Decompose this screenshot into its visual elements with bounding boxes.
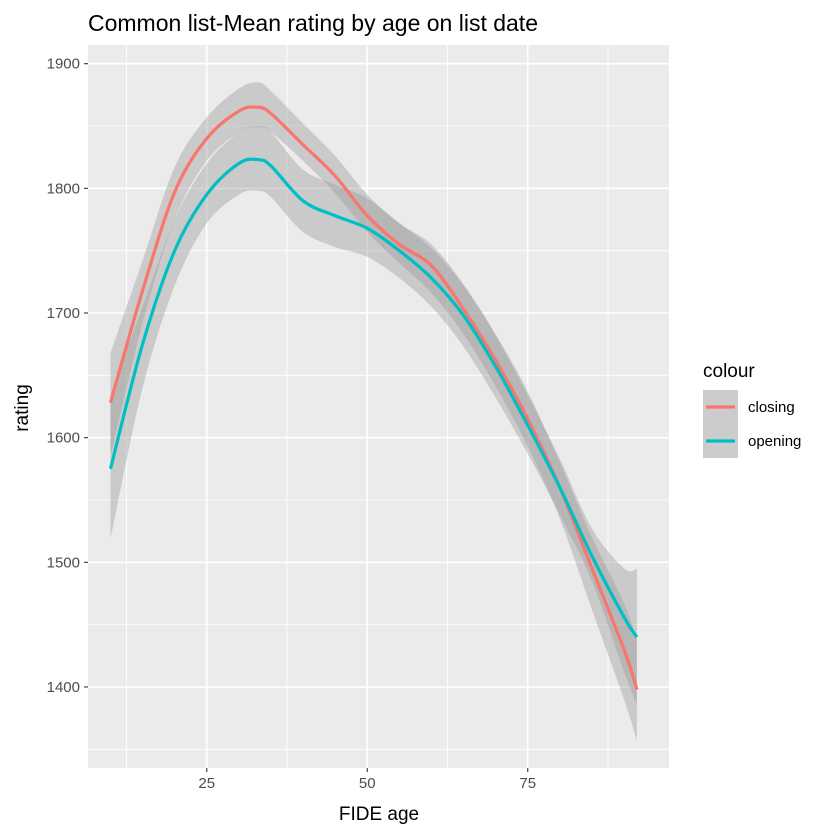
- legend-label-opening: opening: [748, 433, 801, 450]
- x-axis-title: FIDE age: [339, 804, 419, 825]
- confidence-ribbon-closing: [110, 82, 637, 741]
- chart-title: Common list-Mean rating by age on list d…: [88, 10, 538, 36]
- y-tick-label: 1500: [47, 554, 80, 571]
- legend-title: colour: [703, 361, 755, 382]
- legend: colour closing opening: [703, 361, 801, 458]
- confidence-ribbon-opening: [110, 125, 637, 705]
- plot-background: [88, 45, 669, 768]
- confidence-ribbons: [110, 82, 637, 741]
- y-tick-label: 1400: [47, 679, 80, 696]
- y-tick-label: 1600: [47, 430, 80, 447]
- grid: [88, 45, 669, 768]
- y-tick-label: 1700: [47, 305, 80, 322]
- series-line-opening: [108, 157, 639, 639]
- x-tick-label: 75: [519, 775, 536, 792]
- legend-label-closing: closing: [748, 399, 795, 416]
- axes: 25 50 75 1400 1500 1600 1700 1800 1900: [47, 56, 536, 792]
- y-axis-title: rating: [12, 384, 33, 432]
- series-lines: [108, 105, 639, 690]
- y-tick-label: 1800: [47, 180, 80, 197]
- y-tick-label: 1900: [47, 56, 80, 73]
- x-tick-label: 50: [359, 775, 376, 792]
- x-tick-label: 25: [198, 775, 215, 792]
- plot-panel: [88, 45, 669, 768]
